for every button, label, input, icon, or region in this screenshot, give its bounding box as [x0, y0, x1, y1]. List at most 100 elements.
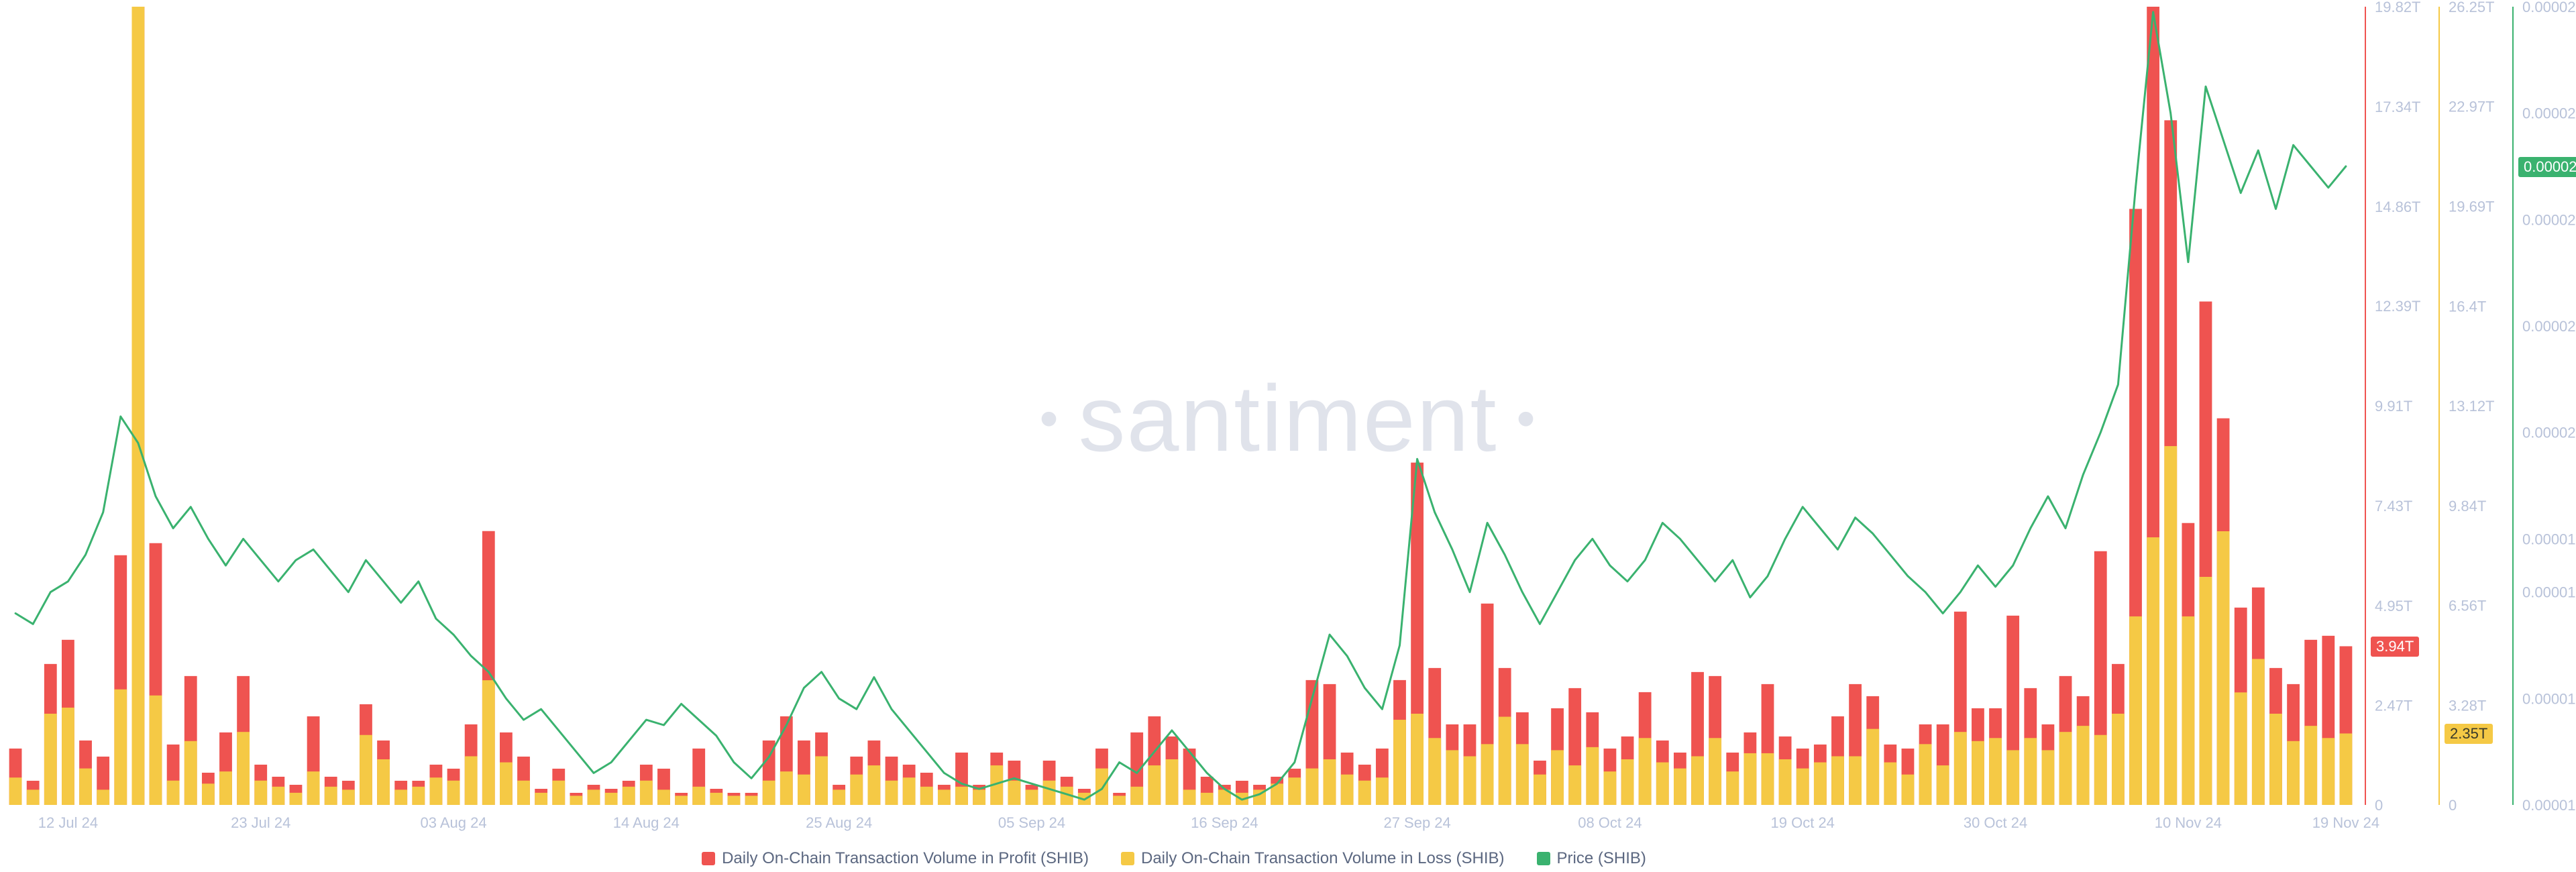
bar-loss[interactable] — [1376, 777, 1389, 805]
bar-loss[interactable] — [150, 696, 162, 805]
bar-loss[interactable] — [167, 781, 180, 805]
bar-loss[interactable] — [219, 771, 232, 805]
bar-loss[interactable] — [2200, 577, 2212, 805]
bar-loss[interactable] — [973, 789, 985, 805]
bar-loss[interactable] — [1568, 765, 1581, 805]
bar-loss[interactable] — [570, 796, 582, 805]
bar-loss[interactable] — [1691, 756, 1704, 805]
bar-loss[interactable] — [1464, 756, 1477, 805]
bar-loss[interactable] — [2322, 738, 2334, 805]
bar-loss[interactable] — [1709, 738, 1721, 805]
bar-loss[interactable] — [254, 781, 267, 805]
price-line[interactable] — [15, 12, 2346, 800]
bar-loss[interactable] — [938, 789, 951, 805]
bar-loss[interactable] — [237, 732, 250, 805]
bar-loss[interactable] — [1481, 744, 1494, 805]
bar-loss[interactable] — [2182, 616, 2194, 805]
bar-loss[interactable] — [1954, 732, 1967, 805]
bar-loss[interactable] — [44, 714, 57, 805]
bar-loss[interactable] — [535, 793, 547, 805]
bar-loss[interactable] — [500, 763, 513, 805]
bar-loss[interactable] — [1148, 765, 1161, 805]
bar-loss[interactable] — [833, 789, 845, 805]
bar-loss[interactable] — [1604, 771, 1617, 805]
bar-loss[interactable] — [920, 787, 933, 805]
bar-loss[interactable] — [342, 789, 355, 805]
bar-loss[interactable] — [2077, 726, 2090, 805]
bar-loss[interactable] — [640, 781, 653, 805]
bar-loss[interactable] — [1341, 775, 1354, 805]
bar-loss[interactable] — [2042, 750, 2055, 805]
bar-loss[interactable] — [1288, 777, 1301, 805]
bar-loss[interactable] — [1814, 763, 1827, 805]
bar-loss[interactable] — [1726, 771, 1739, 805]
bar-loss[interactable] — [2287, 741, 2300, 805]
bar-loss[interactable] — [1324, 759, 1336, 805]
bar-loss[interactable] — [325, 787, 337, 805]
bar-loss[interactable] — [9, 777, 22, 805]
bar-loss[interactable] — [1779, 759, 1792, 805]
bar-loss[interactable] — [307, 771, 320, 805]
bar-loss[interactable] — [1446, 750, 1458, 805]
bar-loss[interactable] — [1393, 720, 1406, 805]
bar-loss[interactable] — [1586, 747, 1599, 805]
bar-loss[interactable] — [2304, 726, 2317, 805]
bar-loss[interactable] — [710, 793, 722, 805]
bar-loss[interactable] — [2112, 714, 2125, 805]
bar-loss[interactable] — [1762, 753, 1774, 805]
bar-loss[interactable] — [1919, 744, 1932, 805]
bar-loss[interactable] — [903, 777, 916, 805]
bar-loss[interactable] — [692, 787, 705, 805]
bar-loss[interactable] — [1201, 793, 1214, 805]
legend-item-price[interactable]: Price (SHIB) — [1537, 849, 1646, 868]
bar-loss[interactable] — [1656, 763, 1669, 805]
bar-loss[interactable] — [1358, 781, 1371, 805]
bar-loss[interactable] — [1411, 714, 1424, 805]
bar-loss[interactable] — [2059, 732, 2072, 805]
bar-loss[interactable] — [1902, 775, 1915, 805]
bar-loss[interactable] — [360, 735, 372, 805]
bar-loss[interactable] — [1989, 738, 2002, 805]
bar-loss[interactable] — [850, 775, 863, 805]
bar-loss[interactable] — [1043, 781, 1056, 805]
bar-loss[interactable] — [1428, 738, 1441, 805]
bar-loss[interactable] — [1674, 769, 1686, 805]
bar-loss[interactable] — [2235, 692, 2247, 805]
bar-loss[interactable] — [588, 789, 600, 805]
bar-loss[interactable] — [465, 756, 478, 805]
bar-loss[interactable] — [2164, 446, 2177, 805]
bar-loss[interactable] — [1183, 789, 1196, 805]
bar-loss[interactable] — [394, 789, 407, 805]
bar-loss[interactable] — [2217, 531, 2230, 805]
bar-loss[interactable] — [272, 787, 284, 805]
bar-loss[interactable] — [1534, 775, 1546, 805]
bar-loss[interactable] — [447, 781, 460, 805]
bar-loss[interactable] — [763, 781, 775, 805]
bar-loss[interactable] — [184, 741, 197, 805]
bar-loss[interactable] — [1743, 753, 1756, 805]
bar-loss[interactable] — [657, 789, 670, 805]
legend-item-loss[interactable]: Daily On-Chain Transaction Volume in Los… — [1121, 849, 1505, 868]
bar-loss[interactable] — [675, 796, 688, 805]
bar-loss[interactable] — [2340, 733, 2353, 805]
bar-loss[interactable] — [2129, 616, 2142, 805]
bar-loss[interactable] — [868, 765, 881, 805]
bar-loss[interactable] — [1305, 769, 1318, 805]
bar-loss[interactable] — [1639, 738, 1652, 805]
bar-loss[interactable] — [1095, 769, 1108, 805]
bar-loss[interactable] — [202, 783, 215, 805]
bar-loss[interactable] — [955, 787, 968, 805]
bar-loss[interactable] — [290, 793, 303, 805]
legend-item-profit[interactable]: Daily On-Chain Transaction Volume in Pro… — [702, 849, 1089, 868]
bar-loss[interactable] — [2147, 537, 2159, 805]
bar-loss[interactable] — [412, 787, 425, 805]
bar-loss[interactable] — [1866, 729, 1879, 805]
bar-loss[interactable] — [79, 769, 92, 805]
bar-loss[interactable] — [1026, 789, 1038, 805]
bar-loss[interactable] — [517, 781, 530, 805]
bar-loss[interactable] — [1937, 765, 1949, 805]
bar-loss[interactable] — [2269, 714, 2282, 805]
bar-loss[interactable] — [114, 690, 127, 805]
bar-loss[interactable] — [1972, 741, 1984, 805]
bar-loss[interactable] — [1113, 796, 1126, 805]
